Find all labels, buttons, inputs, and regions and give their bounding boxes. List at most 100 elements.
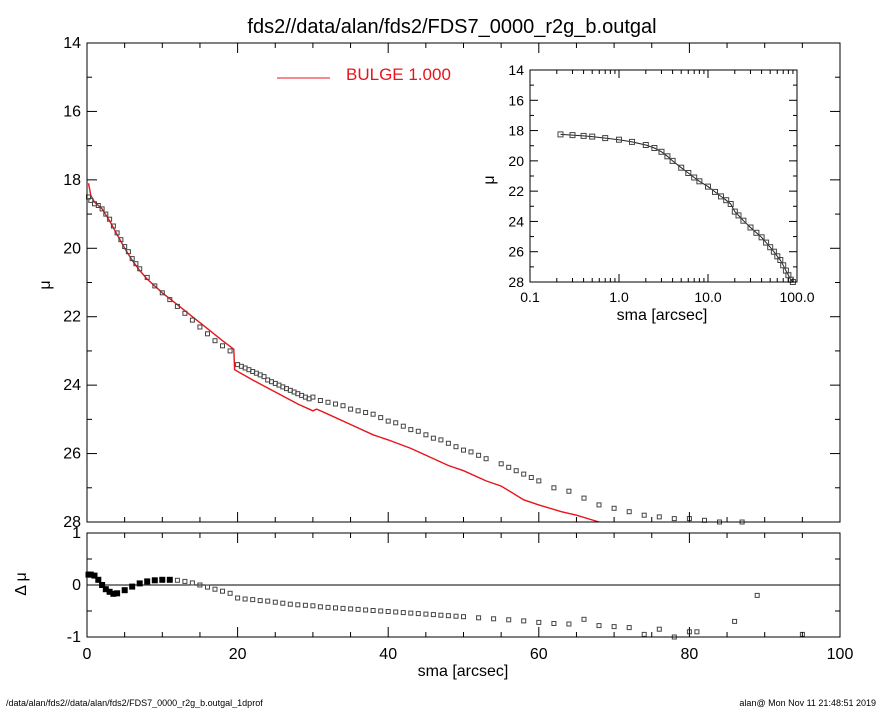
residual-point <box>114 590 121 597</box>
residual-point <box>430 612 436 618</box>
profile-point <box>220 343 225 349</box>
residual-point <box>129 583 136 590</box>
inset-log-profile-plot: 0.1 1.0 10.0 100.0 14 16 18 20 22 24 26 28 sma [arc… <box>481 62 815 324</box>
inset-profile-points <box>557 131 796 285</box>
residual-y-axis-label: Δ μ <box>13 572 30 595</box>
inset-profile-point <box>723 197 730 204</box>
res-x-tick-label: 0 <box>83 646 92 663</box>
profile-point <box>310 394 316 400</box>
profile-point <box>197 324 203 330</box>
residual-point <box>536 619 542 625</box>
residual-point <box>144 578 151 585</box>
residual-point <box>438 612 444 618</box>
bulge-model-curve <box>87 183 600 523</box>
residual-point <box>491 616 497 622</box>
residual-point <box>272 599 278 605</box>
res-x-tick-label: 20 <box>229 646 247 663</box>
profile-point <box>99 206 105 212</box>
profile-point <box>656 514 662 520</box>
residual-point <box>445 613 451 619</box>
inset-y-tick-label: 28 <box>508 274 524 290</box>
profile-point <box>400 423 406 429</box>
profile-point <box>513 468 519 474</box>
profile-point <box>566 488 572 494</box>
main-y-tick-label: 24 <box>63 377 81 394</box>
residual-point <box>596 623 602 629</box>
inset-frame <box>529 69 798 283</box>
inset-y-tick-label: 14 <box>508 62 524 78</box>
residual-point <box>250 597 256 603</box>
profile-point <box>641 512 647 518</box>
inset-profile-point <box>685 170 692 176</box>
observed-profile-points <box>86 194 745 525</box>
residual-point <box>581 616 587 622</box>
profile-point <box>476 452 482 458</box>
residual-point <box>333 605 338 611</box>
profile-point <box>174 303 180 309</box>
profile-point <box>133 261 139 267</box>
profile-point <box>453 444 459 450</box>
main-y-tick-label: 28 <box>63 514 81 531</box>
inset-y-tick-label: 26 <box>508 244 524 260</box>
profile-point <box>212 338 218 344</box>
residual-point <box>408 610 414 616</box>
profile-point <box>118 237 124 243</box>
profile-point <box>317 398 323 403</box>
profile-point <box>205 331 210 337</box>
residual-point <box>136 580 143 587</box>
residual-point <box>91 572 98 579</box>
inset-profile-point <box>770 248 777 255</box>
residual-point <box>694 629 700 635</box>
inset-y-tick-label: 16 <box>508 92 524 108</box>
profile-point <box>611 505 617 511</box>
main-y-tick-label: 18 <box>63 172 81 189</box>
main-profile-plot: 14 16 18 20 22 24 26 28 <box>63 35 841 531</box>
residual-point <box>295 602 301 608</box>
profile-point <box>378 415 384 421</box>
profile-point <box>536 478 542 484</box>
inset-y-tick-label: 24 <box>508 213 524 229</box>
residual-point <box>355 606 361 612</box>
inset-profile-point <box>589 133 596 140</box>
profile-point <box>461 447 466 453</box>
profile-point <box>626 509 632 515</box>
inset-profile-point <box>642 142 649 148</box>
inset-x-tick-label: 100.0 <box>779 289 814 305</box>
residual-point <box>400 610 406 616</box>
inset-y-axis-label: μ <box>481 175 498 184</box>
profile-point <box>144 274 150 280</box>
profile-point <box>415 428 421 434</box>
residual-point <box>348 606 354 612</box>
inset-profile-point <box>747 224 754 231</box>
profile-point <box>385 418 391 424</box>
inset-x-tick-label: 1.0 <box>609 289 629 305</box>
residual-point <box>551 621 557 626</box>
profile-point <box>528 475 534 480</box>
residual-point <box>302 602 308 608</box>
profile-point <box>189 317 195 323</box>
inset-profile-point <box>664 153 671 160</box>
residual-point <box>453 613 459 619</box>
residual-point <box>317 604 323 610</box>
profile-point <box>95 203 101 208</box>
residual-point <box>325 604 331 610</box>
inset-profile-point <box>735 212 742 219</box>
residual-point <box>370 608 376 613</box>
residual-point <box>257 598 263 604</box>
profile-point <box>261 374 267 380</box>
profile-point <box>355 408 361 414</box>
inset-profile-point <box>602 135 609 142</box>
inset-profile-point <box>731 208 738 215</box>
residual-point <box>287 601 293 607</box>
res-x-tick-label: 40 <box>379 646 397 663</box>
bulge-model-line <box>87 183 600 523</box>
main-y-tick-label: 14 <box>63 35 81 52</box>
profile-point <box>581 495 587 501</box>
residual-point <box>99 582 106 588</box>
profile-point <box>122 244 128 250</box>
inset-profile-point <box>740 217 747 224</box>
main-y-tick-label: 22 <box>63 309 81 326</box>
inset-profile-point <box>758 234 765 241</box>
profile-point <box>107 216 113 222</box>
inset-y-tick-label: 22 <box>508 183 524 199</box>
